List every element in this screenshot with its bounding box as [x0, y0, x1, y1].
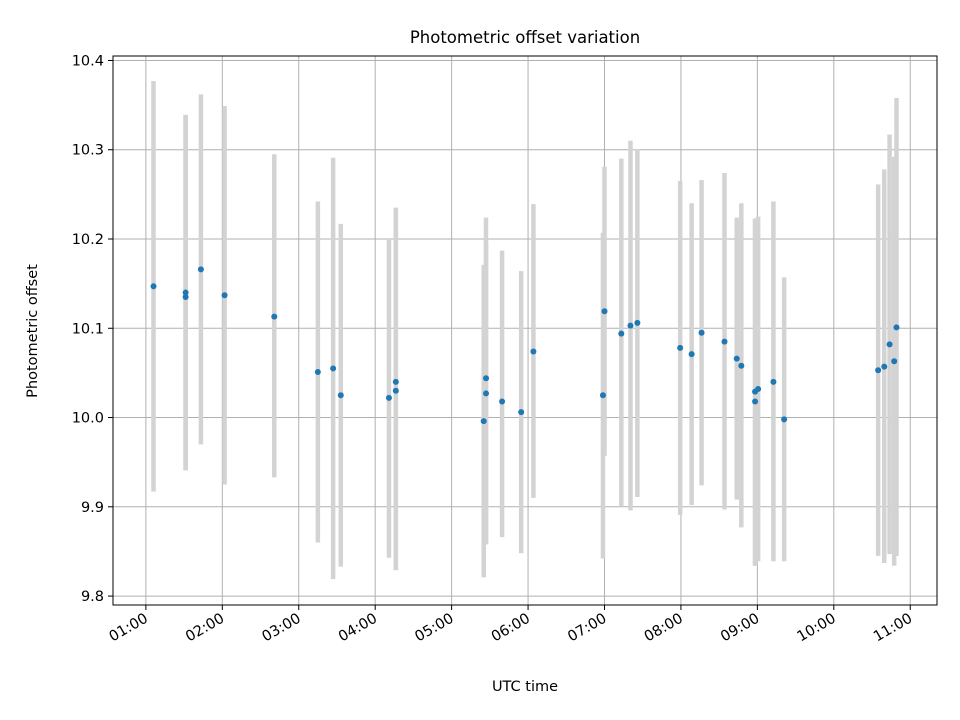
y-tick-label: 10.4 [72, 53, 104, 69]
data-point [733, 355, 740, 362]
y-axis: 9.8 9.9 10.0 10.1 10.2 10.3 10.4 [72, 53, 113, 605]
data-point [337, 392, 344, 399]
y-tick-label: 10.3 [72, 143, 104, 159]
data-point [738, 362, 745, 369]
chart-title: Photometric offset variation [410, 28, 640, 47]
data-point [483, 390, 490, 397]
data-point [752, 398, 759, 405]
data-point [197, 266, 204, 273]
data-point [634, 319, 641, 326]
y-tick-label: 10.0 [72, 411, 104, 427]
y-tick-label: 10.2 [72, 232, 104, 248]
data-point [698, 329, 705, 336]
data-point [518, 409, 525, 416]
data-point [221, 292, 228, 299]
data-point [150, 283, 157, 290]
data-point [182, 289, 189, 296]
data-point [755, 385, 762, 392]
y-axis-label: Photometric offset [25, 264, 41, 398]
data-point [781, 416, 788, 423]
data-point [392, 378, 399, 385]
data-point [392, 387, 399, 394]
data-point [314, 369, 321, 376]
data-point [875, 367, 882, 374]
data-point [618, 330, 625, 337]
data-point [893, 324, 900, 331]
plot-frame [112, 55, 938, 606]
data-point [601, 308, 608, 315]
data-point [627, 322, 634, 329]
data-point [886, 341, 893, 348]
data-point [480, 418, 487, 425]
data-point [677, 344, 684, 351]
data-point [688, 351, 695, 358]
y-tick-label: 9.8 [81, 589, 104, 605]
data-points [150, 266, 900, 425]
y-tick-label: 10.1 [72, 321, 104, 337]
data-point [499, 398, 506, 405]
data-point [721, 338, 728, 345]
data-point [530, 348, 537, 355]
data-point [182, 294, 189, 301]
x-axis-label: UTC time [492, 679, 558, 695]
data-point [770, 378, 777, 385]
data-point [271, 313, 278, 320]
data-point [599, 392, 606, 399]
data-point [483, 375, 490, 382]
y-tick-label: 9.9 [81, 500, 104, 516]
data-point [330, 365, 337, 372]
grid [113, 56, 937, 605]
data-point [881, 363, 888, 370]
data-point [891, 358, 898, 365]
data-point [385, 394, 392, 401]
